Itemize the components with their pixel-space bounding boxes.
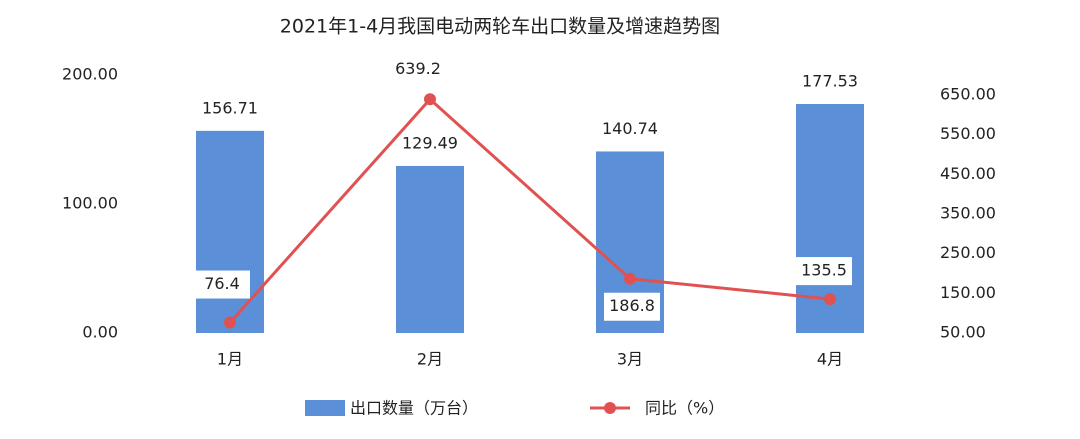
line-value-label: 186.8 (609, 296, 655, 315)
bar-value-label: 177.53 (802, 71, 858, 90)
legend-label: 出口数量（万台） (350, 399, 478, 418)
x-tick-label: 4月 (817, 350, 843, 369)
line-value-label: 639.2 (395, 59, 441, 78)
y2-tick-label: 50.00 (940, 323, 986, 342)
line-marker (624, 272, 636, 285)
x-tick-label: 1月 (217, 350, 243, 369)
x-tick-label: 3月 (617, 350, 643, 369)
legend-swatch (305, 400, 345, 416)
bar (396, 165, 464, 333)
y2-tick-label: 550.00 (940, 124, 996, 143)
legend-label: 同比（%） (645, 399, 724, 418)
value-label-box (796, 257, 852, 286)
y-tick-label: 0.00 (82, 323, 118, 342)
y-tick-label: 100.00 (62, 194, 118, 213)
line-value-label: 135.5 (801, 261, 847, 280)
value-label-box (194, 270, 250, 299)
bar-value-label: 129.49 (402, 133, 458, 152)
line (228, 97, 831, 324)
line-marker (424, 93, 436, 106)
y2-tick-label: 350.00 (940, 204, 996, 223)
y2-tick-label: 650.00 (940, 85, 996, 104)
line-value-label: 76.4 (204, 274, 240, 293)
x-tick-label: 2月 (417, 350, 443, 369)
y2-tick-label: 150.00 (940, 283, 996, 302)
bar-value-label: 140.74 (602, 119, 658, 138)
value-label-box (604, 292, 660, 321)
bar (196, 130, 264, 333)
line-marker (824, 293, 836, 306)
y2-tick-label: 450.00 (940, 164, 996, 183)
bar-value-label: 156.71 (202, 98, 258, 117)
line-marker (224, 316, 236, 329)
y-tick-label: 200.00 (62, 65, 118, 84)
y2-tick-label: 250.00 (940, 243, 996, 262)
chart-title: 2021年1-4月我国电动两轮车出口数量及增速趋势图 (280, 16, 720, 38)
value-label-box (390, 55, 446, 84)
legend-marker (604, 402, 616, 414)
